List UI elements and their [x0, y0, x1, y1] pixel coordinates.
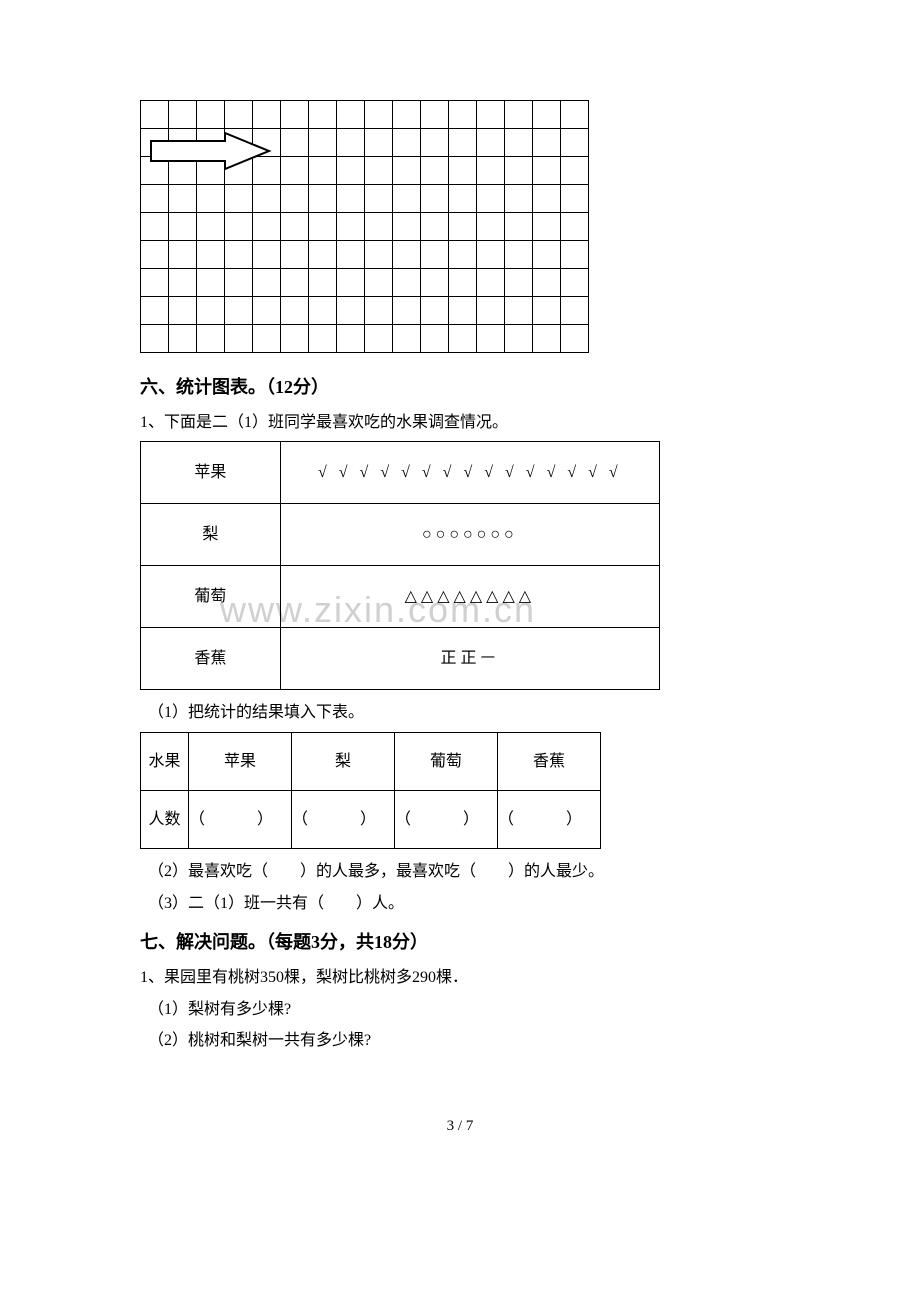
table-row: 水果 苹果 梨 葡萄 香蕉: [141, 732, 601, 790]
survey-marks-pear: ○○○○○○○: [280, 504, 659, 566]
survey-marks-apple: √ √ √ √ √ √ √ √ √ √ √ √ √ √ √: [280, 442, 659, 504]
section6-q2: （2）最喜欢吃（ ）的人最多，最喜欢吃（ ）的人最少。: [148, 859, 780, 885]
table-row: 葡萄 △△△△△△△△: [141, 566, 660, 628]
survey-marks-banana: 正正ㅡ: [280, 628, 659, 690]
results-col-grape: 葡萄: [395, 732, 498, 790]
survey-label-grape: 葡萄: [141, 566, 281, 628]
survey-marks-grape: △△△△△△△△: [280, 566, 659, 628]
results-col-pear: 梨: [292, 732, 395, 790]
table-row: 人数 （ ） （ ） （ ） （ ）: [141, 790, 601, 848]
section6-heading: 六、统计图表。（12分）: [140, 373, 780, 402]
results-blank-3: （ ）: [395, 790, 498, 848]
section6-q3: （3）二（1）班一共有（ ）人。: [148, 891, 780, 917]
survey-label-banana: 香蕉: [141, 628, 281, 690]
results-col-banana: 香蕉: [498, 732, 601, 790]
table-row: 香蕉 正正ㅡ: [141, 628, 660, 690]
page-number: 3 / 7: [140, 1114, 780, 1138]
section7-heading: 七、解决问题。（每题3分，共18分）: [140, 928, 780, 957]
survey-table: 苹果 √ √ √ √ √ √ √ √ √ √ √ √ √ √ √ 梨 ○○○○○…: [140, 441, 660, 690]
results-blank-1: （ ）: [189, 790, 292, 848]
results-blank-4: （ ）: [498, 790, 601, 848]
survey-label-apple: 苹果: [141, 442, 281, 504]
grid-drawing-area: [140, 100, 589, 353]
table-row: 苹果 √ √ √ √ √ √ √ √ √ √ √ √ √ √ √: [141, 442, 660, 504]
section7-p1: 1、果园里有桃树350棵，梨树比桃树多290棵．: [140, 965, 780, 991]
results-table: 水果 苹果 梨 葡萄 香蕉 人数 （ ） （ ） （ ） （ ）: [140, 732, 601, 849]
results-header-fruit: 水果: [141, 732, 189, 790]
section7-p1b: （2）桃树和梨树一共有多少棵?: [148, 1028, 780, 1054]
section6-intro: 1、下面是二（1）班同学最喜欢吃的水果调查情况。: [140, 410, 780, 436]
section6-q1: （1）把统计的结果填入下表。: [148, 700, 780, 726]
results-col-apple: 苹果: [189, 732, 292, 790]
survey-label-pear: 梨: [141, 504, 281, 566]
table-row: 梨 ○○○○○○○: [141, 504, 660, 566]
results-blank-2: （ ）: [292, 790, 395, 848]
section7-p1a: （1）梨树有多少棵?: [148, 997, 780, 1023]
results-rowhead-count: 人数: [141, 790, 189, 848]
